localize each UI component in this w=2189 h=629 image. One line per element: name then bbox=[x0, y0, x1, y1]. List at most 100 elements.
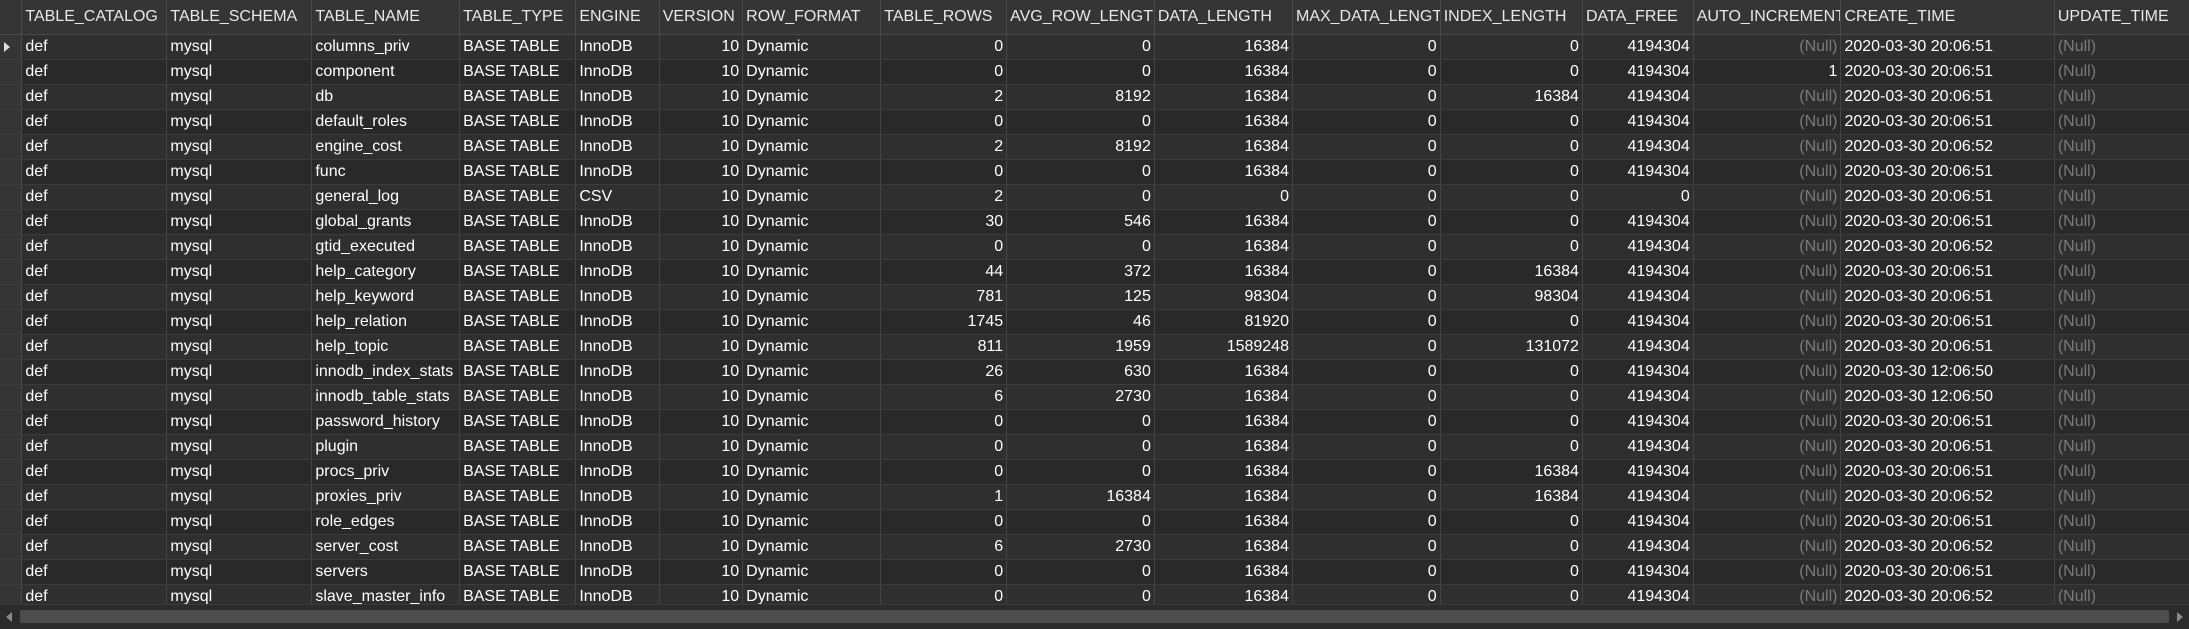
cell-index-length[interactable]: 16384 bbox=[1440, 84, 1583, 110]
cell-auto-increment[interactable]: 1 bbox=[1693, 59, 1842, 85]
cell-update-time[interactable]: (Null) bbox=[2054, 484, 2189, 510]
cell-version[interactable]: 10 bbox=[659, 584, 744, 604]
cell-engine[interactable]: InnoDB bbox=[575, 509, 660, 535]
table-row[interactable]: def mysql help_category BASE TABLE InnoDB 10 D… bbox=[0, 259, 2189, 285]
cell-table-type[interactable]: BASE TABLE bbox=[459, 334, 577, 360]
cell-avg-row-length[interactable]: 0 bbox=[1006, 159, 1155, 185]
cell-index-length[interactable]: 0 bbox=[1440, 559, 1583, 585]
cell-table-rows[interactable]: 781 bbox=[880, 284, 1008, 310]
cell-max-data-length[interactable]: 0 bbox=[1292, 109, 1441, 135]
cell-max-data-length[interactable]: 0 bbox=[1292, 484, 1441, 510]
cell-table-rows[interactable]: 26 bbox=[880, 359, 1008, 385]
cell-version[interactable]: 10 bbox=[659, 84, 744, 110]
cell-table-name[interactable]: innodb_index_stats bbox=[311, 359, 461, 385]
cell-engine[interactable]: InnoDB bbox=[575, 534, 660, 560]
cell-row-format[interactable]: Dynamic bbox=[742, 234, 882, 260]
cell-update-time[interactable]: (Null) bbox=[2054, 184, 2189, 210]
cell-auto-increment[interactable]: (Null) bbox=[1693, 459, 1842, 485]
cell-update-time[interactable]: (Null) bbox=[2054, 409, 2189, 435]
cell-avg-row-length[interactable]: 0 bbox=[1006, 434, 1155, 460]
cell-row-format[interactable]: Dynamic bbox=[742, 159, 882, 185]
row-selector[interactable] bbox=[0, 584, 23, 604]
cell-table-name[interactable]: servers bbox=[311, 559, 461, 585]
cell-data-length[interactable]: 1589248 bbox=[1154, 334, 1293, 360]
cell-data-length[interactable]: 16384 bbox=[1154, 509, 1293, 535]
cell-create-time[interactable]: 2020-03-30 20:06:52 bbox=[1840, 234, 2055, 260]
cell-update-time[interactable]: (Null) bbox=[2054, 159, 2189, 185]
cell-max-data-length[interactable]: 0 bbox=[1292, 334, 1441, 360]
table-row[interactable]: def mysql gtid_executed BASE TABLE InnoDB 10 D… bbox=[0, 234, 2189, 260]
cell-create-time[interactable]: 2020-03-30 12:06:50 bbox=[1840, 359, 2055, 385]
scroll-track[interactable] bbox=[20, 610, 2169, 623]
cell-avg-row-length[interactable]: 0 bbox=[1006, 509, 1155, 535]
cell-auto-increment[interactable]: (Null) bbox=[1693, 384, 1842, 410]
cell-table-catalog[interactable]: def bbox=[21, 134, 168, 160]
cell-create-time[interactable]: 2020-03-30 20:06:51 bbox=[1840, 159, 2055, 185]
cell-avg-row-length[interactable]: 46 bbox=[1006, 309, 1155, 335]
cell-table-catalog[interactable]: def bbox=[21, 409, 168, 435]
cell-version[interactable]: 10 bbox=[659, 34, 744, 60]
cell-index-length[interactable]: 0 bbox=[1440, 109, 1583, 135]
cell-version[interactable]: 10 bbox=[659, 59, 744, 85]
table-row[interactable]: def mysql component BASE TABLE InnoDB 10 Dynam… bbox=[0, 59, 2189, 85]
cell-data-free[interactable]: 4194304 bbox=[1582, 509, 1694, 535]
cell-avg-row-length[interactable]: 8192 bbox=[1006, 134, 1155, 160]
cell-index-length[interactable]: 0 bbox=[1440, 209, 1583, 235]
cell-index-length[interactable]: 98304 bbox=[1440, 284, 1583, 310]
cell-update-time[interactable]: (Null) bbox=[2054, 434, 2189, 460]
cell-row-format[interactable]: Dynamic bbox=[742, 484, 882, 510]
cell-index-length[interactable]: 0 bbox=[1440, 34, 1583, 60]
cell-data-length[interactable]: 0 bbox=[1154, 184, 1293, 210]
cell-index-length[interactable]: 0 bbox=[1440, 509, 1583, 535]
cell-create-time[interactable]: 2020-03-30 20:06:51 bbox=[1840, 84, 2055, 110]
row-selector[interactable] bbox=[0, 159, 23, 185]
cell-create-time[interactable]: 2020-03-30 20:06:51 bbox=[1840, 459, 2055, 485]
cell-version[interactable]: 10 bbox=[659, 434, 744, 460]
cell-table-schema[interactable]: mysql bbox=[166, 134, 313, 160]
cell-data-free[interactable]: 4194304 bbox=[1582, 409, 1694, 435]
cell-table-schema[interactable]: mysql bbox=[166, 409, 313, 435]
cell-data-free[interactable]: 4194304 bbox=[1582, 34, 1694, 60]
cell-update-time[interactable]: (Null) bbox=[2054, 109, 2189, 135]
cell-version[interactable]: 10 bbox=[659, 334, 744, 360]
cell-table-type[interactable]: BASE TABLE bbox=[459, 184, 577, 210]
cell-table-catalog[interactable]: def bbox=[21, 34, 168, 60]
cell-update-time[interactable]: (Null) bbox=[2054, 534, 2189, 560]
cell-engine[interactable]: InnoDB bbox=[575, 84, 660, 110]
row-selector[interactable] bbox=[0, 309, 23, 335]
cell-version[interactable]: 10 bbox=[659, 259, 744, 285]
cell-table-name[interactable]: procs_priv bbox=[311, 459, 461, 485]
table-row[interactable]: def mysql password_history BASE TABLE InnoDB… bbox=[0, 409, 2189, 435]
cell-avg-row-length[interactable]: 0 bbox=[1006, 234, 1155, 260]
cell-table-type[interactable]: BASE TABLE bbox=[459, 284, 577, 310]
cell-max-data-length[interactable]: 0 bbox=[1292, 509, 1441, 535]
cell-engine[interactable]: InnoDB bbox=[575, 159, 660, 185]
cell-table-type[interactable]: BASE TABLE bbox=[459, 59, 577, 85]
cell-data-length[interactable]: 16384 bbox=[1154, 459, 1293, 485]
row-selector[interactable] bbox=[0, 409, 23, 435]
cell-auto-increment[interactable]: (Null) bbox=[1693, 234, 1842, 260]
cell-table-schema[interactable]: mysql bbox=[166, 109, 313, 135]
scroll-thumb[interactable] bbox=[20, 610, 2169, 623]
cell-table-schema[interactable]: mysql bbox=[166, 59, 313, 85]
cell-avg-row-length[interactable]: 630 bbox=[1006, 359, 1155, 385]
cell-table-schema[interactable]: mysql bbox=[166, 209, 313, 235]
cell-table-rows[interactable]: 2 bbox=[880, 134, 1008, 160]
cell-max-data-length[interactable]: 0 bbox=[1292, 134, 1441, 160]
cell-table-schema[interactable]: mysql bbox=[166, 34, 313, 60]
cell-avg-row-length[interactable]: 0 bbox=[1006, 59, 1155, 85]
row-selector[interactable] bbox=[0, 559, 23, 585]
row-selector[interactable] bbox=[0, 459, 23, 485]
table-row[interactable]: def mysql procs_priv BASE TABLE InnoDB 10 Dyna… bbox=[0, 459, 2189, 485]
cell-table-schema[interactable]: mysql bbox=[166, 484, 313, 510]
cell-index-length[interactable]: 0 bbox=[1440, 359, 1583, 385]
table-row[interactable]: def mysql proxies_priv BASE TABLE InnoDB 10 Dy… bbox=[0, 484, 2189, 510]
cell-auto-increment[interactable]: (Null) bbox=[1693, 184, 1842, 210]
cell-table-catalog[interactable]: def bbox=[21, 234, 168, 260]
row-header-corner[interactable] bbox=[0, 0, 23, 35]
row-selector[interactable] bbox=[0, 34, 23, 60]
cell-table-name[interactable]: innodb_table_stats bbox=[311, 384, 461, 410]
cell-data-length[interactable]: 16384 bbox=[1154, 259, 1293, 285]
table-row[interactable]: def mysql plugin BASE TABLE InnoDB 10 Dynamic 0… bbox=[0, 434, 2189, 460]
cell-update-time[interactable]: (Null) bbox=[2054, 134, 2189, 160]
